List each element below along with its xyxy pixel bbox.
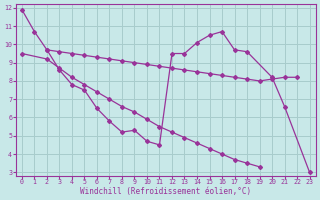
X-axis label: Windchill (Refroidissement éolien,°C): Windchill (Refroidissement éolien,°C) — [80, 187, 251, 196]
